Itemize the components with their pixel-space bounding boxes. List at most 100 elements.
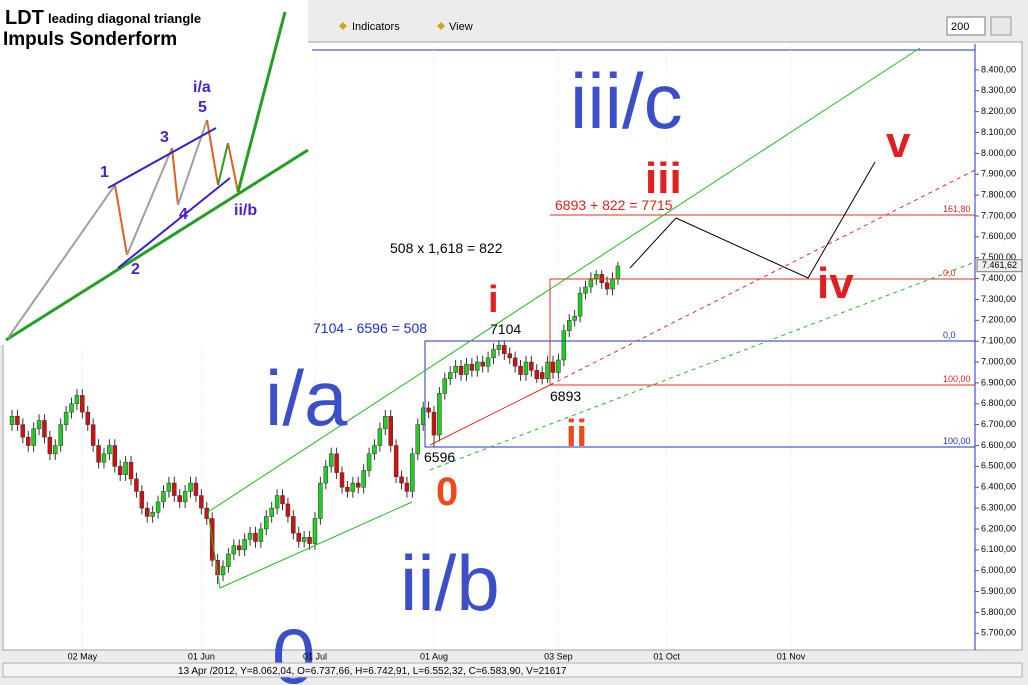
- candle-body: [150, 512, 155, 517]
- candle-body: [80, 395, 85, 413]
- candle-body: [437, 393, 442, 436]
- candle-body: [399, 476, 404, 484]
- candle-body: [556, 359, 561, 373]
- candle-body: [69, 403, 74, 413]
- candle-body: [388, 416, 393, 446]
- inset-wave: [227, 142, 239, 193]
- x-tick-label: 01 Aug: [420, 651, 448, 661]
- candle-body: [42, 420, 47, 438]
- candle-body: [9, 416, 15, 425]
- candle-body: [231, 545, 237, 555]
- annotation: 100,00: [943, 436, 971, 446]
- candle-body: [85, 411, 90, 425]
- x-tick-label: 01 Jul: [303, 651, 327, 661]
- candle-body: [572, 315, 577, 321]
- inset-wave: [7, 184, 116, 339]
- candle-body: [491, 349, 496, 359]
- candle-body: [518, 365, 523, 375]
- candle-body: [566, 320, 572, 331]
- candle-body: [610, 278, 615, 290]
- candle-body: [323, 466, 329, 484]
- candle-body: [199, 495, 204, 509]
- candle-body: [361, 470, 366, 488]
- annotation: 6893 + 822 = 7715: [555, 197, 673, 213]
- bars-button[interactable]: [990, 16, 1012, 36]
- view-menu[interactable]: View: [449, 21, 473, 33]
- toolbar: Indicators View 200: [339, 16, 1012, 36]
- candle-body: [404, 482, 410, 492]
- inset-lower: [117, 177, 231, 269]
- candle-body: [145, 507, 150, 517]
- annotation: 7104 - 6596 = 508: [313, 320, 427, 336]
- inset-label: i/a: [193, 79, 211, 96]
- inset-wave: [236, 11, 287, 193]
- channel-lower: [219, 501, 413, 589]
- y-tick-label: 7.700,00: [981, 210, 1016, 220]
- candle-body: [264, 516, 269, 530]
- inset-wave: [177, 119, 208, 206]
- indicators-menu[interactable]: Indicators: [352, 21, 400, 33]
- indicators-icon: [339, 22, 347, 30]
- annotation: 7104: [490, 321, 521, 337]
- inset-label: ii/b: [234, 202, 257, 219]
- candle-body: [172, 482, 177, 496]
- annotation: i: [488, 279, 499, 321]
- channel-dashed: [429, 261, 976, 471]
- inset-heading: Impuls Sonderform: [3, 29, 177, 50]
- candle-body: [339, 472, 345, 488]
- candle-body: [269, 507, 274, 517]
- view-icon: [437, 22, 445, 30]
- candle-body: [74, 395, 80, 405]
- candle-body: [328, 453, 334, 467]
- projection: [629, 161, 876, 279]
- inset-wave: [114, 184, 128, 256]
- annotation: iii/c: [570, 57, 683, 145]
- inset: LDT leading diagonal triangle Impuls Son…: [0, 0, 309, 345]
- candle-body: [307, 537, 312, 544]
- y-tick-label: 5.900,00: [981, 586, 1016, 596]
- candle-body: [355, 482, 361, 488]
- y-tick-label: 6.500,00: [981, 461, 1016, 471]
- candle-body: [426, 407, 431, 413]
- candle-body: [377, 428, 383, 446]
- annotation: 6596: [424, 449, 455, 465]
- candle-body: [117, 466, 123, 475]
- candle-body: [475, 361, 480, 371]
- candle-body: [63, 411, 69, 425]
- candle-body: [139, 491, 145, 509]
- y-tick-label: 7.200,00: [981, 315, 1016, 325]
- candle-body: [53, 445, 58, 455]
- annotation: i/a: [265, 354, 348, 442]
- candle-body: [393, 445, 399, 478]
- y-tick-label: 7.900,00: [981, 169, 1016, 179]
- candle-body: [350, 482, 356, 492]
- candle-body: [253, 532, 258, 542]
- bars-input[interactable]: [946, 16, 986, 36]
- grid: [81, 44, 792, 650]
- candle-body: [123, 461, 128, 475]
- y-tick-label: 6.100,00: [981, 544, 1016, 554]
- x-tick-label: 01 Nov: [777, 651, 806, 661]
- y-tick-label: 8.100,00: [981, 127, 1016, 137]
- y-tick-label: 6.000,00: [981, 565, 1016, 575]
- candle-body: [291, 516, 296, 534]
- candle-body: [312, 518, 318, 544]
- candle-body: [188, 482, 193, 492]
- candle-body: [226, 553, 231, 567]
- candle-body: [594, 274, 599, 279]
- candle-body: [523, 361, 529, 375]
- candle-body: [182, 491, 188, 503]
- candle-body: [447, 372, 453, 379]
- candle-body: [204, 507, 210, 519]
- candle-body: [247, 532, 253, 540]
- candle-body: [134, 478, 139, 492]
- candle-body: [512, 357, 518, 367]
- y-tick-label: 5.700,00: [981, 628, 1016, 638]
- inset-trend: [5, 148, 309, 342]
- candle-body: [193, 482, 199, 496]
- y-tick-label: 7.800,00: [981, 189, 1016, 199]
- candle-body: [442, 378, 448, 394]
- candle-body: [166, 482, 172, 492]
- candle-body: [318, 482, 323, 519]
